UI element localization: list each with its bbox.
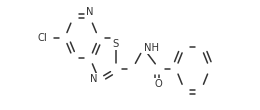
Text: O: O bbox=[155, 79, 163, 89]
Text: Cl: Cl bbox=[37, 33, 47, 43]
Text: N: N bbox=[86, 7, 94, 17]
Text: S: S bbox=[113, 39, 119, 49]
Text: NH: NH bbox=[144, 43, 159, 53]
Text: N: N bbox=[90, 74, 98, 84]
